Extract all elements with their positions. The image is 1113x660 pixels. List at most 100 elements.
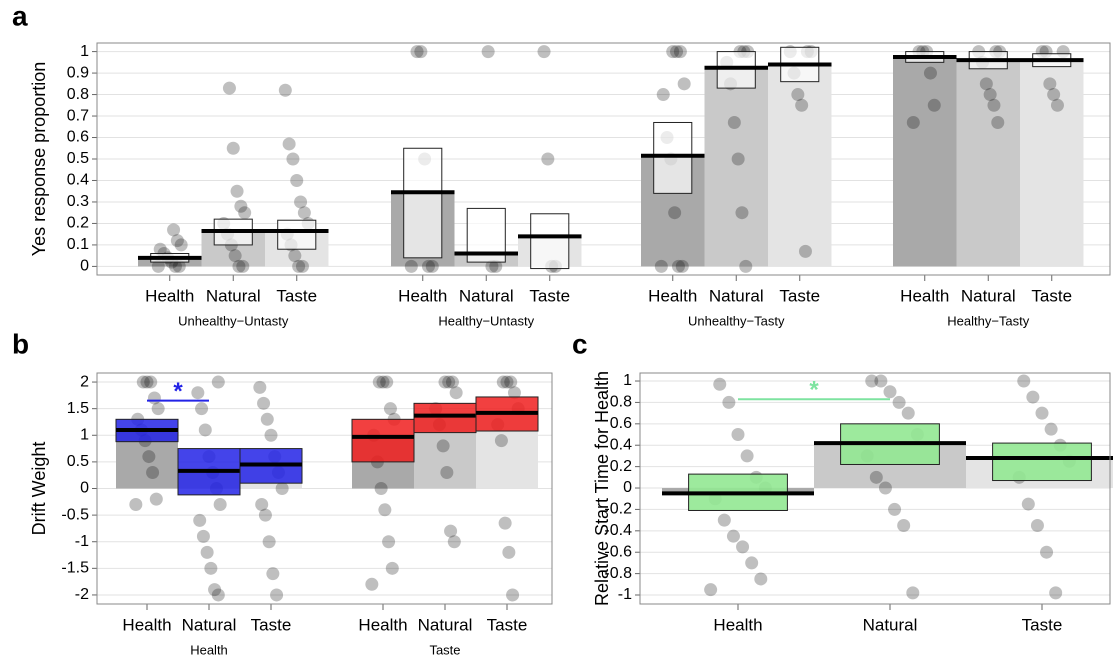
x-tick-label: Natural (418, 615, 473, 634)
y-tick-label: 0.2 (610, 458, 632, 475)
y-tick-label: 1.5 (67, 400, 89, 417)
data-point (278, 83, 292, 97)
data-point (174, 238, 188, 252)
data-point (211, 588, 225, 602)
data-point (991, 115, 1005, 129)
data-point (1035, 406, 1049, 420)
data-point (506, 588, 520, 602)
data-point (385, 561, 399, 575)
data-point (295, 259, 309, 273)
data-point (666, 45, 680, 59)
data-point (149, 492, 163, 506)
data-point (1043, 77, 1057, 91)
y-axis-label: Relative Start Time for Health (592, 371, 612, 606)
data-point (906, 115, 920, 129)
data-point (671, 259, 685, 273)
data-point (414, 45, 428, 59)
ci-box (277, 219, 317, 250)
data-point (196, 529, 210, 543)
y-tick-label: 1 (623, 372, 632, 389)
ci-box (653, 121, 693, 194)
x-tick-label: Taste (1022, 615, 1063, 634)
bar (1020, 60, 1084, 267)
data-point (198, 423, 212, 437)
data-point (987, 98, 1001, 112)
data-point (290, 173, 304, 187)
data-point (236, 259, 250, 273)
data-point (883, 385, 897, 399)
x-tick-label: Health (900, 286, 949, 305)
y-tick-label: 2 (80, 373, 89, 390)
data-point (404, 259, 418, 273)
data-point (668, 206, 682, 220)
data-point (489, 259, 503, 273)
x-tick-label: Health (358, 615, 407, 634)
group-label: Health (190, 642, 228, 657)
data-point (444, 524, 458, 538)
data-point (878, 481, 892, 495)
data-point (193, 513, 207, 527)
data-point (670, 45, 684, 59)
data-point (494, 434, 508, 448)
data-point (255, 497, 269, 511)
data-point (740, 449, 754, 463)
data-point (230, 184, 244, 198)
bar (704, 67, 768, 267)
x-tick-label: Natural (863, 615, 918, 634)
x-tick-label: Natural (182, 615, 237, 634)
data-point (378, 503, 392, 517)
data-point (731, 152, 745, 166)
data-point (798, 244, 812, 258)
y-tick-label: 1 (80, 43, 89, 60)
plot-frame (639, 372, 1111, 605)
data-point (731, 428, 745, 442)
data-point (923, 66, 937, 80)
data-point (1047, 88, 1061, 102)
y-tick-label: -0.6 (604, 543, 632, 560)
x-tick-label: Natural (961, 286, 1016, 305)
x-tick-label: Taste (251, 615, 292, 634)
y-tick-label: -0.2 (604, 501, 632, 518)
data-point (258, 508, 272, 522)
data-point (372, 375, 386, 389)
y-tick-label: 0.5 (67, 453, 89, 470)
data-point (208, 583, 222, 597)
data-point (485, 259, 499, 273)
data-point (869, 470, 883, 484)
data-point (168, 259, 182, 273)
data-point (282, 137, 296, 151)
data-point (222, 81, 236, 95)
data-point (382, 535, 396, 549)
data-point (673, 45, 687, 59)
y-tick-label: -1.5 (61, 560, 89, 577)
data-point (1049, 586, 1063, 600)
data-point (153, 242, 167, 256)
data-point (726, 529, 740, 543)
bar (768, 64, 832, 267)
data-point (735, 206, 749, 220)
data-point (502, 545, 516, 559)
data-point (167, 223, 181, 237)
y-tick-label: 0.1 (67, 236, 89, 253)
ci-box (351, 418, 415, 463)
x-tick-label: Natural (709, 286, 764, 305)
y-tick-label: 0.9 (67, 64, 89, 81)
data-point (383, 402, 397, 416)
y-tick-label: 0.6 (67, 129, 89, 146)
data-point (211, 375, 225, 389)
data-point (288, 249, 302, 263)
data-point (204, 561, 218, 575)
data-point (717, 513, 731, 527)
y-tick-label: 0 (80, 480, 89, 497)
data-point (297, 206, 311, 220)
data-point (504, 375, 518, 389)
y-tick-label: 0.3 (67, 193, 89, 210)
data-point (136, 375, 150, 389)
bar (893, 56, 957, 267)
data-point (927, 98, 941, 112)
data-point (722, 395, 736, 409)
significance-label: * (173, 378, 183, 405)
data-point (656, 88, 670, 102)
ci-box (992, 442, 1092, 482)
data-point (191, 386, 205, 400)
